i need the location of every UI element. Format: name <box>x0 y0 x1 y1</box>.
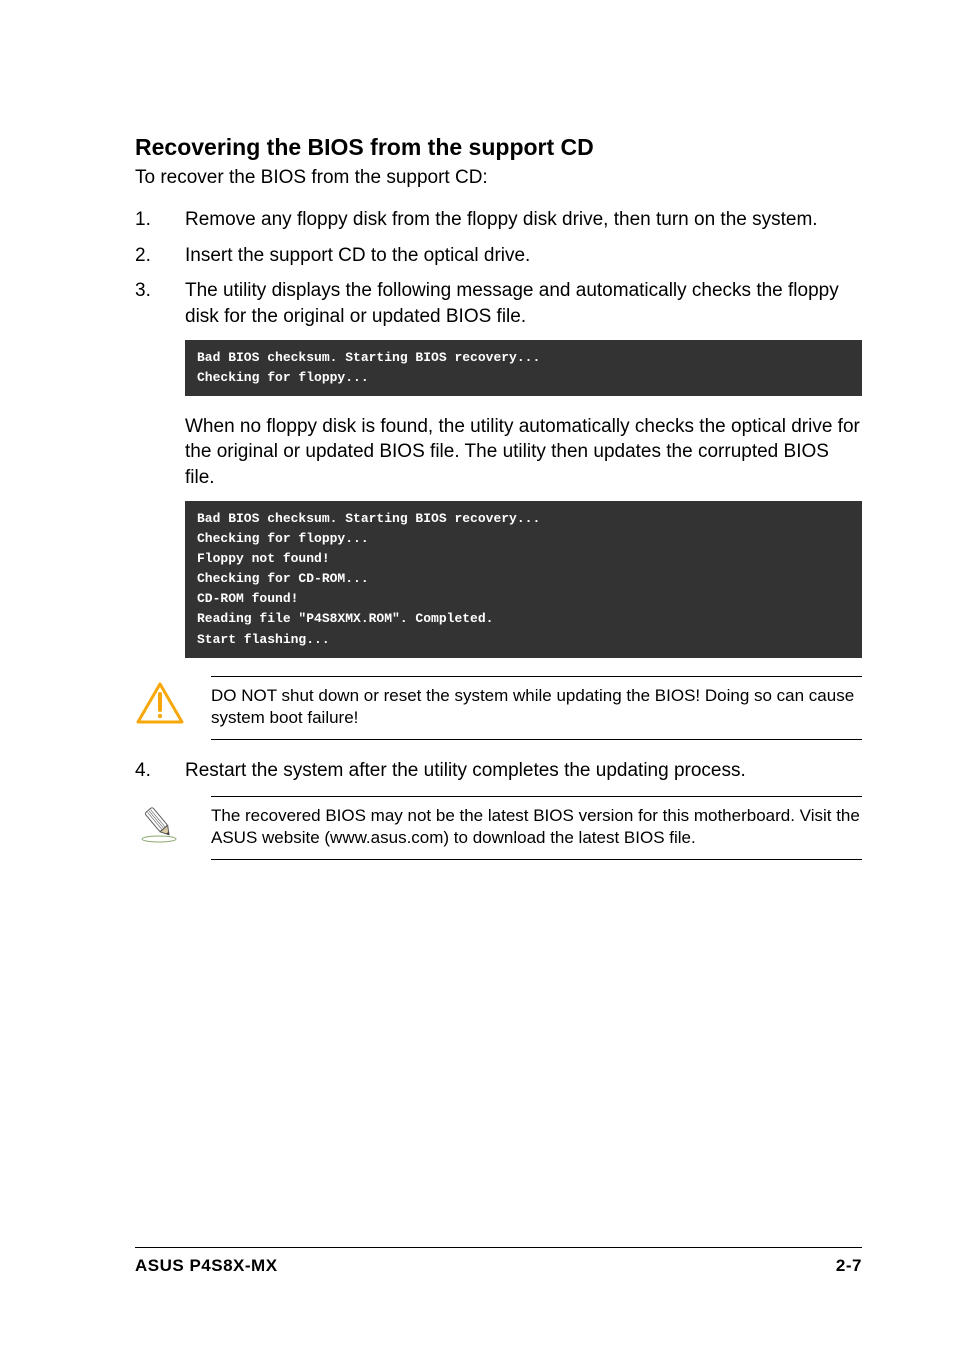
step-number: 4. <box>135 758 185 784</box>
step-number: 2. <box>135 243 185 269</box>
step-number: 1. <box>135 207 185 233</box>
step-1: 1. Remove any floppy disk from the flopp… <box>135 207 862 233</box>
warning-text: DO NOT shut down or reset the system whi… <box>211 676 862 740</box>
step-2: 2. Insert the support CD to the optical … <box>135 243 862 269</box>
footer-product: ASUS P4S8X-MX <box>135 1256 278 1276</box>
step-text: Insert the support CD to the optical dri… <box>185 243 862 269</box>
terminal-output-2: Bad BIOS checksum. Starting BIOS recover… <box>185 501 862 658</box>
note-text: The recovered BIOS may not be the latest… <box>211 796 862 860</box>
step-text: The utility displays the following messa… <box>185 278 862 329</box>
step-text: Restart the system after the utility com… <box>185 758 862 784</box>
warning-icon <box>135 676 211 731</box>
steps-list: 1. Remove any floppy disk from the flopp… <box>135 207 862 330</box>
note-callout: The recovered BIOS may not be the latest… <box>135 796 862 860</box>
step-4: 4. Restart the system after the utility … <box>135 758 862 784</box>
mid-paragraph: When no floppy disk is found, the utilit… <box>185 414 862 491</box>
pencil-icon <box>135 796 211 851</box>
warning-callout: DO NOT shut down or reset the system whi… <box>135 676 862 740</box>
footer-page-number: 2-7 <box>836 1256 862 1276</box>
page: Recovering the BIOS from the support CD … <box>0 0 954 1351</box>
step-text: Remove any floppy disk from the floppy d… <box>185 207 862 233</box>
step-3: 3. The utility displays the following me… <box>135 278 862 329</box>
terminal-output-1: Bad BIOS checksum. Starting BIOS recover… <box>185 340 862 396</box>
intro-text: To recover the BIOS from the support CD: <box>135 167 862 189</box>
step-number: 3. <box>135 278 185 329</box>
section-title: Recovering the BIOS from the support CD <box>135 134 862 161</box>
page-footer: ASUS P4S8X-MX 2-7 <box>135 1247 862 1276</box>
steps-list-continued: 4. Restart the system after the utility … <box>135 758 862 784</box>
step-3-content: Bad BIOS checksum. Starting BIOS recover… <box>185 340 862 658</box>
